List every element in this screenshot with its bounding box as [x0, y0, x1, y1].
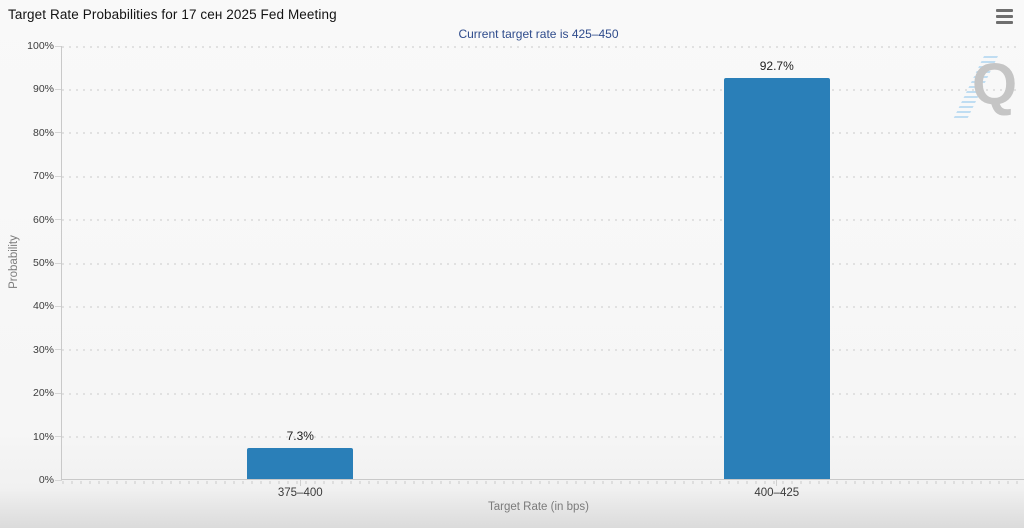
- gridline-60: [62, 219, 1020, 222]
- y-axis-tick-40: [55, 305, 62, 307]
- gridline-80: [62, 132, 1020, 135]
- current-target-rate-subtitle: Current target rate is 425–450: [458, 27, 619, 41]
- y-tick-label-100: 100%: [27, 40, 54, 52]
- y-axis-tick-90: [55, 88, 62, 90]
- y-tick-label-20: 20%: [32, 387, 54, 400]
- y-axis-line: [61, 46, 62, 480]
- hamburger-icon: [995, 8, 1013, 12]
- y-axis-tick-100: [55, 45, 62, 47]
- x-tick-label-400–425: 400–425: [754, 487, 800, 499]
- gridline-70: [62, 175, 1020, 178]
- page-title: Target Rate Probabilities for 17 сен 202…: [8, 7, 337, 22]
- bar-375–400[interactable]: [247, 448, 354, 480]
- quikstrike-q-logo-icon: Q: [972, 52, 1018, 117]
- gridline-10: [62, 436, 1020, 439]
- y-axis-tick-80: [55, 132, 62, 134]
- y-tick-label-70: 70%: [32, 170, 54, 183]
- x-axis-minor-ticks: [62, 481, 1024, 484]
- y-tick-label-50: 50%: [32, 257, 54, 269]
- gridline-100: [62, 45, 1020, 48]
- bar-value-label-375–400: 7.3%: [286, 429, 314, 444]
- gridline-50: [62, 262, 1020, 265]
- y-axis-tick-20: [55, 392, 62, 394]
- y-tick-label-40: 40%: [32, 300, 54, 313]
- y-tick-label-80: 80%: [32, 126, 54, 139]
- y-axis-tick-10: [55, 436, 62, 438]
- bar-value-label-400–425: 92.7%: [759, 58, 794, 73]
- hamburger-icon: [995, 20, 1013, 24]
- y-tick-label-0: 0%: [38, 474, 54, 486]
- bar-400–425[interactable]: [723, 77, 830, 480]
- y-tick-label-60: 60%: [32, 213, 54, 226]
- y-axis-tick-70: [55, 175, 62, 177]
- y-tick-label-10: 10%: [32, 430, 54, 443]
- x-axis-line: [61, 479, 1024, 480]
- hamburger-icon: [995, 14, 1013, 18]
- y-tick-label-30: 30%: [32, 343, 54, 356]
- x-axis-title: Target Rate (in bps): [488, 501, 589, 513]
- x-tick-label-375–400: 375–400: [277, 487, 323, 499]
- y-axis-tick-0: [55, 479, 62, 481]
- gridline-90: [62, 88, 1020, 91]
- y-axis-tick-30: [55, 349, 62, 351]
- gridline-30: [62, 349, 1020, 352]
- y-axis-tick-60: [55, 219, 62, 221]
- y-axis-tick-50: [55, 262, 62, 264]
- menu-button[interactable]: [993, 7, 1015, 25]
- gridline-40: [62, 305, 1020, 308]
- gridline-20: [62, 392, 1020, 395]
- y-tick-label-90: 90%: [32, 83, 54, 96]
